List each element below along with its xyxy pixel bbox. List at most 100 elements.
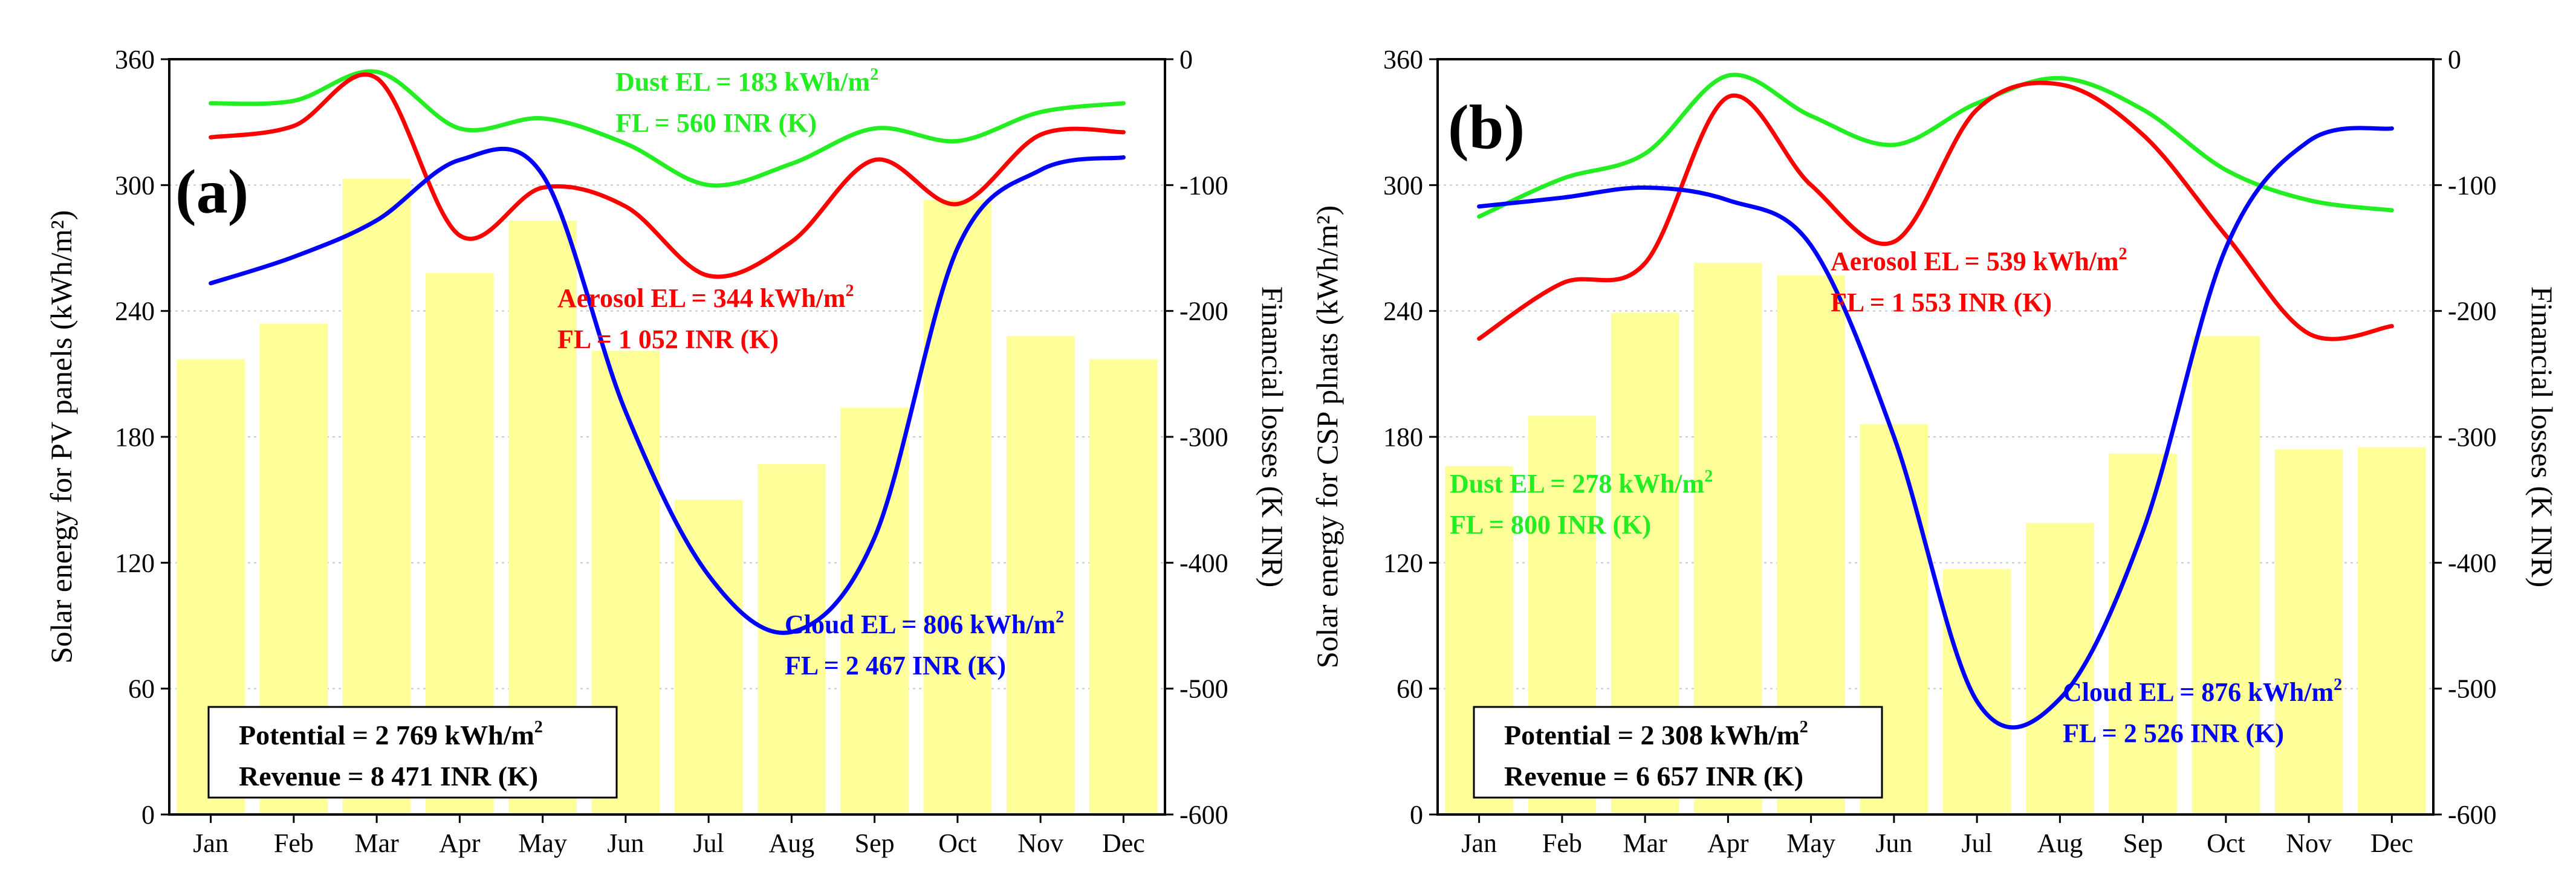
panel-a-series-lines [209,69,1126,635]
panel-a-y2-tick-label: -200 [1179,297,1228,326]
panel-a-aerosol-line [209,72,1126,279]
panel-a-bar-dec [1089,359,1158,814]
panel-b-x-tick-label: Aug [2037,828,2083,858]
panel-b-x-tick-label: Dec [2370,828,2413,858]
panel-b-x-tick-label: Jun [1875,828,1912,858]
panel-b-cloud-el: Cloud EL = 876 kWh/m [2063,677,2334,707]
panel-a-y2-tick-label: -400 [1179,548,1228,578]
panel-a-bar-oct [923,199,992,814]
panel-a-x-tick-label: Feb [274,828,314,858]
panel-a-y2-tick-label: -300 [1179,422,1228,452]
panel-a-cloud-line [209,146,1126,635]
panel-a-aerosol-annotation: Aerosol EL = 344 kWh/m2 [557,282,854,313]
panel-a-y2-tick-labels: -600 -500 -400 -300 -200 -100 0 [1179,45,1228,830]
panel-b-y2-tick-label: -400 [2448,548,2497,578]
panel-a-potential-text: Potential = 2 769 kWh/m [239,720,534,750]
panel-b-dust-line [1477,73,2394,219]
panel-a-y-tick-label: 180 [115,422,155,452]
panel-b-bar-oct [2192,336,2260,814]
panel-a-y2-tick-label: -600 [1179,800,1228,830]
panel-b-y2-tick-label: -200 [2448,297,2497,326]
panel-b-y-tick-labels: 0 60 120 180 240 300 360 [1383,45,1423,830]
panel-b-cloud-line [1477,126,2394,730]
panel-b-x-tick-label: Apr [1707,828,1749,858]
panel-a-cloud-el: Cloud EL = 806 kWh/m [785,610,1056,639]
panel-a-ticks [161,58,1173,823]
panel-a-x-tick-label: Dec [1102,828,1145,858]
panel-a-dust-sup: 2 [870,65,878,84]
panel-a-x-tick-label: Mar [354,828,399,858]
panel-a-aerosol-el: Aerosol EL = 344 kWh/m [557,283,846,313]
panel-a-tag: (a) [175,157,248,227]
panel-b-x-tick-labels: Jan Feb Mar Apr May Jun Jul Aug Sep Oct Nov Dec [1461,828,2413,858]
panel-a-y-tick-label: 60 [128,674,155,704]
panel-a-cloud-fl: FL = 2 467 INR (K) [785,651,1006,680]
panel-b-dust-fl: FL = 800 INR (K) [1450,510,1651,540]
panel-b-aerosol-el: Aerosol EL = 539 kWh/m [1831,247,2119,276]
panel-a-x-tick-label: Apr [439,828,481,858]
panel-a-x-tick-label: May [518,828,567,858]
panel-a-y-tick-label: 120 [115,548,155,578]
panel-b-y2-tick-label: -600 [2448,800,2497,830]
panel-b-bar-nov [2274,449,2343,814]
panel-b-x-tick-label: Mar [1623,828,1667,858]
panel-b-y-tick-label: 300 [1383,170,1423,200]
panel-a-y2-tick-label: -100 [1179,170,1228,200]
panel-a-x-tick-label: Jun [607,828,644,858]
panel-b-bar-jul [1942,569,2011,814]
panel-b-y-tick-label: 60 [1397,674,1423,704]
panel-b-revenue: Revenue = 6 657 INR (K) [1504,761,1803,792]
panel-a-dust-line [209,69,1126,188]
panel-b-x-tick-label: Feb [1542,828,1582,858]
panel-b-aerosol-fl: FL = 1 553 INR (K) [1831,288,2052,317]
panel-a-dust-annotation: Dust EL = 183 kWh/m2 [615,65,878,97]
panel-b-y-tick-label: 120 [1383,548,1423,578]
panel-b-cloud-fl: FL = 2 526 INR (K) [2063,718,2284,748]
panel-a-revenue: Revenue = 8 471 INR (K) [239,761,538,792]
panel-b-y-tick-label: 180 [1383,422,1423,452]
panel-a-bar-jul [674,500,743,814]
panel-b-aerosol-sup: 2 [2119,245,2127,263]
panel-b-y2-tick-label: -100 [2448,170,2497,200]
panel-a-x-tick-label: Sep [855,828,895,858]
panel-a-x-tick-labels: Jan Feb Mar Apr May Jun Jul Aug Sep Oct Nov Dec [193,828,1145,858]
panel-b-x-tick-label: Jan [1461,828,1497,858]
panel-b-potential: Potential = 2 308 kWh/m2 [1504,718,1808,750]
panel-a-x-tick-label: Jul [693,828,724,858]
panel-a-y-tick-label: 360 [115,45,155,74]
panel-b-x-tick-label: May [1786,828,1835,858]
panel-b-y2-tick-labels: -600 -500 -400 -300 -200 -100 0 [2448,45,2497,830]
panel-a-y2-tick-label: 0 [1179,45,1193,74]
panel-b-cloud-sup: 2 [2334,676,2342,694]
panel-b-x-tick-label: Nov [2286,828,2332,858]
panel-a-y-tick-label: 300 [115,170,155,200]
panel-b-x-tick-label: Sep [2123,828,2163,858]
panel-a-potential-sup: 2 [534,718,543,737]
panel-a-x-tick-label: Aug [768,828,814,858]
panel-a-potential: Potential = 2 769 kWh/m2 [239,718,543,750]
panel-b-series-lines [1477,73,2394,730]
panel-b-tag: (b) [1448,92,1525,162]
panel-a-x-tick-label: Jan [193,828,229,858]
panel-a-x-tick-label: Oct [938,828,977,858]
panel-b-bar-sep [2109,453,2177,814]
panel-b-chart: Jan Feb Mar Apr May Jun Jul Aug Sep Oct Nov Dec 0 60… [1310,45,2559,858]
panel-a-aerosol-sup: 2 [846,282,854,300]
panel-b-cloud-annotation: Cloud EL = 876 kWh/m2 [2063,676,2342,707]
panel-b-aerosol-line [1477,80,2394,341]
panel-b-x-tick-label: Jul [1961,828,1992,858]
panel-a-dust-el: Dust EL = 183 kWh/m [615,67,870,97]
panel-b-y-tick-label: 0 [1410,800,1423,830]
panel-b-bar-dec [2358,447,2426,814]
panel-a-chart: Jan Feb Mar Apr May Jun Jul Aug Sep Oct Nov Dec 0 60… [44,45,1290,858]
panel-b-y2-tick-label: -500 [2448,674,2497,704]
panel-a-bar-nov [1006,336,1075,814]
panel-b-potential-sup: 2 [1800,718,1808,737]
panel-a-y2-axis-title: Financial losses (K INR) [1256,286,1290,588]
panel-b-y2-axis-title: Financial losses (K INR) [2525,286,2559,588]
panel-b-potential-text: Potential = 2 308 kWh/m [1504,720,1800,750]
panel-a-x-tick-label: Nov [1017,828,1063,858]
panel-b-y2-tick-label: -300 [2448,422,2497,452]
panel-a-dust-fl: FL = 560 INR (K) [615,108,817,138]
panel-b-dust-annotation: Dust EL = 278 kWh/m2 [1450,467,1713,498]
